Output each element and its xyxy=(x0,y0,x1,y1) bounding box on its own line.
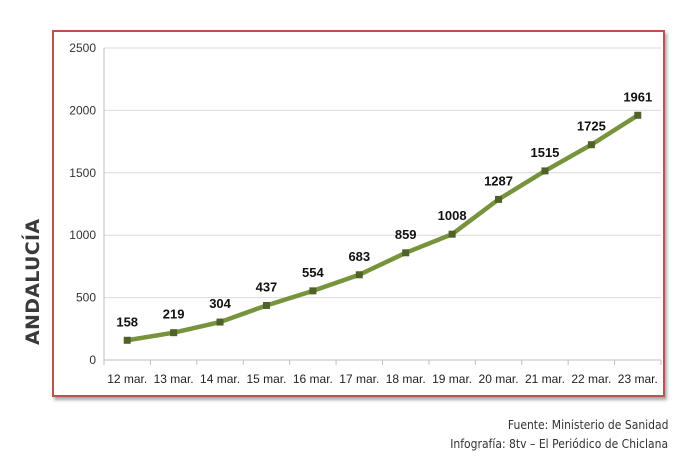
data-label-3: 437 xyxy=(256,279,278,294)
data-point-1 xyxy=(170,329,178,337)
data-label-6: 859 xyxy=(395,227,417,242)
data-label-8: 1287 xyxy=(484,173,513,188)
data-label-5: 683 xyxy=(348,249,370,264)
data-point-5 xyxy=(355,271,363,279)
data-label-0: 158 xyxy=(116,314,138,329)
x-tick-label-0: 12 mar. xyxy=(107,372,147,386)
data-label-2: 304 xyxy=(209,296,231,311)
data-point-11 xyxy=(634,111,642,119)
x-tick-label-2: 14 mar. xyxy=(200,372,240,386)
x-tick-label-8: 20 mar. xyxy=(479,372,519,386)
y-tick-label-2000: 2000 xyxy=(69,103,96,117)
data-point-8 xyxy=(495,195,503,203)
data-point-4 xyxy=(309,287,317,295)
x-tick-label-9: 21 mar. xyxy=(525,372,565,386)
region-label: ANDALUCÍA xyxy=(22,218,44,345)
x-tick-label-10: 22 mar. xyxy=(571,372,611,386)
chart-frame: 0 500 1000 1500 2000 2500 12 mar. 13 mar. 14 ma… xyxy=(52,30,665,397)
data-point-0 xyxy=(123,336,131,344)
y-tick-label-2500: 2500 xyxy=(69,41,96,55)
line-chart: 0 500 1000 1500 2000 2500 12 mar. 13 mar. 14 ma… xyxy=(69,41,662,386)
x-tick-label-5: 17 mar. xyxy=(339,372,379,386)
data-label-11: 1961 xyxy=(623,89,652,104)
data-labels: 158 219 304 437 554 683 859 1008 1287 1515 1725 196… xyxy=(116,89,652,329)
data-label-10: 1725 xyxy=(577,119,606,134)
infographic-credit: Infografía: 8tv – El Periódico de Chicla… xyxy=(450,437,668,451)
data-label-1: 219 xyxy=(163,307,185,322)
x-tick-label-6: 18 mar. xyxy=(386,372,426,386)
data-point-2 xyxy=(216,318,224,326)
x-tick-label-11: 23 mar. xyxy=(618,372,658,386)
data-label-4: 554 xyxy=(302,265,324,280)
x-tick-label-1: 13 mar. xyxy=(154,372,194,386)
data-point-7 xyxy=(448,230,456,238)
y-axis-ticks: 0 500 1000 1500 2000 2500 xyxy=(69,41,96,367)
axes xyxy=(103,48,662,365)
gridlines xyxy=(104,47,661,299)
source-credit: Fuente: Ministerio de Sanidad xyxy=(507,418,668,432)
y-tick-label-0: 0 xyxy=(89,353,96,367)
series-line xyxy=(124,113,641,343)
x-tick-label-4: 16 mar. xyxy=(293,372,333,386)
y-tick-label-1000: 1000 xyxy=(69,228,96,242)
x-tick-label-7: 19 mar. xyxy=(432,372,472,386)
data-point-6 xyxy=(402,249,410,257)
x-axis-ticks: 12 mar. 13 mar. 14 mar. 15 mar. 16 mar. 17 ma… xyxy=(107,372,658,386)
series-confirmed-cases xyxy=(123,111,642,344)
y-tick-label-500: 500 xyxy=(76,291,96,305)
y-tick-label-1500: 1500 xyxy=(69,166,96,180)
data-point-9 xyxy=(541,167,549,175)
data-label-7: 1008 xyxy=(438,208,467,223)
x-tick-label-3: 15 mar. xyxy=(246,372,286,386)
data-point-10 xyxy=(587,141,595,149)
data-label-9: 1515 xyxy=(530,145,559,160)
data-point-3 xyxy=(262,301,270,309)
